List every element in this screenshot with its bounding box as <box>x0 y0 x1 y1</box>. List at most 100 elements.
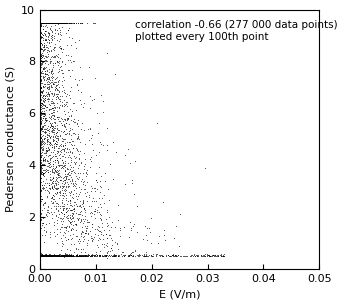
Point <box>59 121 64 126</box>
Point <box>68 253 73 258</box>
Point <box>95 238 101 243</box>
Point <box>39 90 45 95</box>
Point <box>38 56 44 60</box>
Point <box>83 171 88 176</box>
Point <box>51 253 57 258</box>
Point <box>104 148 110 152</box>
Point <box>39 108 45 113</box>
Point <box>44 253 50 258</box>
Point <box>143 253 148 258</box>
Point <box>46 20 52 25</box>
Point <box>38 36 44 41</box>
Point <box>62 112 67 117</box>
Point <box>47 20 53 25</box>
Point <box>48 49 53 54</box>
Point <box>45 204 51 209</box>
Point <box>49 20 55 25</box>
Point <box>38 20 44 25</box>
Point <box>48 20 54 25</box>
Point <box>53 135 59 140</box>
Point <box>76 253 82 258</box>
Point <box>66 206 71 210</box>
Point <box>38 20 44 25</box>
Point <box>43 20 49 25</box>
Point <box>46 129 52 134</box>
Point <box>54 253 59 258</box>
Point <box>52 253 58 258</box>
Point <box>46 20 52 25</box>
Point <box>40 20 46 25</box>
Point <box>39 20 45 25</box>
Point <box>38 20 44 25</box>
Point <box>46 20 52 25</box>
Point <box>53 191 59 196</box>
Point <box>70 212 76 217</box>
Point <box>38 169 44 174</box>
Point <box>130 249 135 254</box>
Point <box>50 107 55 112</box>
Point <box>50 106 55 111</box>
Point <box>76 78 82 83</box>
Point <box>38 253 43 258</box>
Point <box>96 244 101 249</box>
Point <box>55 253 60 258</box>
Point <box>149 240 154 245</box>
Point <box>72 221 77 226</box>
Point <box>79 253 84 258</box>
Point <box>44 20 50 25</box>
Point <box>38 20 44 25</box>
Point <box>53 253 59 258</box>
Point <box>38 64 44 69</box>
Point <box>79 205 84 210</box>
Point <box>165 253 171 258</box>
Point <box>48 48 53 53</box>
Point <box>201 253 206 258</box>
Point <box>57 253 62 258</box>
Point <box>68 188 73 193</box>
Point <box>38 253 43 258</box>
Point <box>39 183 45 188</box>
Point <box>56 253 62 258</box>
Point <box>49 253 54 258</box>
Point <box>128 228 133 233</box>
Point <box>91 235 97 239</box>
Point <box>51 20 56 25</box>
Point <box>150 252 156 257</box>
Point <box>142 253 148 258</box>
Point <box>75 120 80 125</box>
Point <box>39 20 45 25</box>
Point <box>38 20 44 25</box>
Point <box>54 221 60 226</box>
Point <box>83 214 88 219</box>
Point <box>39 20 44 25</box>
Point <box>40 171 46 176</box>
Point <box>62 103 68 108</box>
Point <box>69 113 74 118</box>
Point <box>106 227 111 232</box>
Point <box>38 135 44 140</box>
Point <box>72 161 78 166</box>
Point <box>103 231 109 236</box>
Point <box>38 252 43 257</box>
Point <box>43 149 49 154</box>
Point <box>51 34 57 39</box>
Point <box>194 253 199 258</box>
Point <box>48 20 53 25</box>
Point <box>59 235 64 240</box>
Point <box>62 145 68 150</box>
Point <box>70 253 76 258</box>
Point <box>77 162 82 167</box>
Point <box>39 102 45 107</box>
Point <box>70 130 76 135</box>
Point <box>46 20 51 25</box>
Point <box>74 203 80 208</box>
Point <box>41 20 47 25</box>
Point <box>53 183 59 188</box>
Point <box>43 98 48 103</box>
Point <box>214 253 220 258</box>
Point <box>69 216 75 221</box>
Point <box>69 150 75 155</box>
Point <box>102 179 107 184</box>
Point <box>40 20 46 25</box>
Point <box>50 252 56 257</box>
